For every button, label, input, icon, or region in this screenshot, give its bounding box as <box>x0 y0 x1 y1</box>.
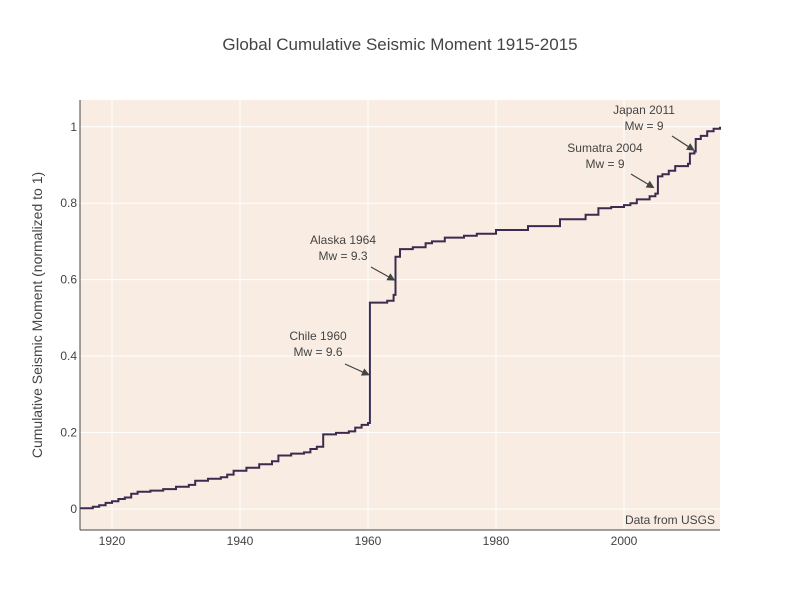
x-tick-label: 1980 <box>483 534 510 548</box>
annotation-text: Mw = 9.6 <box>293 345 342 359</box>
x-tick-label: 1920 <box>99 534 126 548</box>
y-tick-label: 0.6 <box>60 273 77 287</box>
x-tick-label: 1960 <box>355 534 382 548</box>
annotation-text: Mw = 9 <box>624 119 663 133</box>
annotation-text: Sumatra 2004 <box>567 141 643 155</box>
annotation-text: Japan 2011 <box>613 103 675 117</box>
y-tick-label: 1 <box>70 120 77 134</box>
annotation-text: Chile 1960 <box>289 329 347 343</box>
chart-title: Global Cumulative Seismic Moment 1915-20… <box>222 35 577 54</box>
annotation-text: Mw = 9.3 <box>318 249 367 263</box>
annotation-text: Mw = 9 <box>585 157 624 171</box>
y-axis-title: Cumulative Seismic Moment (normalized to… <box>29 172 45 458</box>
y-tick-label: 0 <box>70 502 77 516</box>
y-tick-label: 0.8 <box>60 196 77 210</box>
y-tick-labels: 0 0.2 0.4 0.6 0.8 1 <box>60 120 77 516</box>
annotation-text: Alaska 1964 <box>310 233 376 247</box>
x-tick-labels: 1920 1940 1960 1980 2000 <box>99 534 638 548</box>
y-tick-label: 0.4 <box>60 349 77 363</box>
x-tick-label: 2000 <box>611 534 638 548</box>
x-tick-label: 1940 <box>227 534 254 548</box>
y-tick-label: 0.2 <box>60 426 77 440</box>
source-note: Data from USGS <box>625 513 715 527</box>
